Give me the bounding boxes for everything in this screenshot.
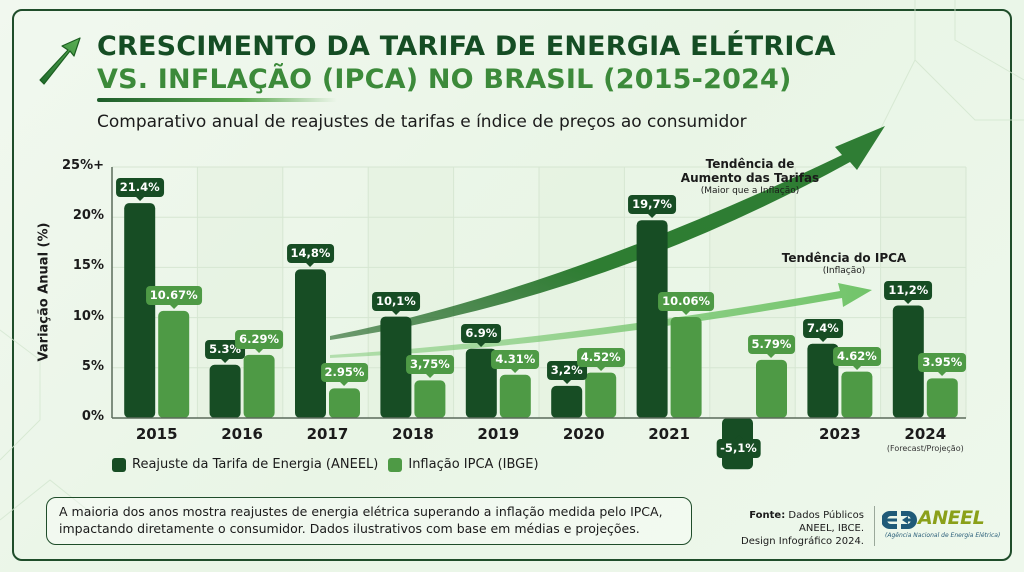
data-label-tariff: 6.9%	[461, 323, 502, 347]
data-label-ipca: 2.95%	[320, 363, 369, 387]
bar-tariff	[892, 305, 924, 418]
ipca-trend-title: Tendência do IPCA	[781, 251, 907, 265]
aneel-plug-icon	[882, 511, 917, 529]
legend-swatch-tariff	[112, 457, 126, 472]
x-tick-label: 2016	[221, 425, 263, 443]
legend-label-tariff: Reajuste da Tarifa de Energia (ANEEL)	[132, 457, 379, 472]
data-label-tariff: 3,2%	[546, 360, 587, 384]
y-tick-label: 15%	[72, 258, 104, 274]
x-tick-label: 2024	[904, 425, 947, 443]
x-tick-label: 2015	[135, 425, 178, 443]
y-tick-label: 20%	[72, 208, 104, 224]
data-label-ipca: 4.52%	[576, 347, 625, 371]
x-tick-label: 2023	[819, 425, 861, 443]
data-label-tariff: 5.3%	[205, 339, 246, 363]
bar-ipca	[243, 354, 275, 418]
title-line-2-text: VS. INFLAÇÃO (IPCA) NO BRASIL (2015-2024…	[97, 64, 792, 95]
tariff-trend-subtitle: (Maior que a Inflação)	[700, 186, 800, 196]
data-label-ipca: 3,75%	[405, 355, 454, 379]
bar-ipca	[329, 388, 360, 418]
y-tick-label: 25%+	[61, 158, 104, 173]
tariff-trend-title-1: Tendência de	[705, 157, 795, 171]
title-underline	[97, 98, 337, 102]
source-line-1: Dados Públicos	[788, 510, 864, 521]
bar-tariff	[295, 269, 326, 418]
tariff-trend-title-2: Aumento das Tarifas	[680, 171, 820, 185]
footnote-line-1: A maioria dos anos mostra reajustes de e…	[59, 504, 663, 519]
aneel-logo-name: ANEEL	[918, 507, 985, 529]
trend-up-arrow-icon	[39, 37, 81, 85]
x-tick-label: 2020	[562, 425, 605, 443]
legend-item-tariff: Reajuste da Tarifa de Energia (ANEEL)	[112, 457, 378, 472]
data-label-ipca: 3.95%	[918, 353, 967, 377]
source-credit: Fonte: Dados Públicos ANEEL, IBCE. Desig…	[741, 509, 864, 548]
bar-tariff	[551, 385, 583, 418]
footnote-line-2: impactando diretamente o consumidor. Dad…	[59, 521, 640, 536]
footer-divider	[874, 506, 875, 546]
tariff-trend-annotation: Tendência de Aumento das Tarifas (Maior …	[681, 157, 819, 197]
source-line-2: ANEEL, IBCE.	[799, 523, 864, 534]
data-label-ipca: 4.31%	[491, 349, 540, 373]
bar-ipca	[414, 380, 446, 418]
x-tick-label: 2021	[648, 425, 690, 443]
data-label-tariff: 11,2%	[884, 280, 933, 304]
bar-tariff	[380, 316, 412, 418]
bar-tariff	[124, 203, 156, 418]
data-label-ipca: 4.62%	[832, 346, 881, 370]
legend-item-ipca: Inflação IPCA (IBGE)	[388, 457, 539, 472]
x-tick-label: 2019	[477, 425, 520, 443]
source-line-3: Design Infográfico 2024.	[741, 536, 864, 547]
data-label-ipca: 5.79%	[747, 334, 796, 358]
source-label: Fonte:	[749, 510, 786, 521]
title-line-1: CRESCIMENTO DA TARIFA DE ENERGIA ELÉTRIC…	[97, 31, 836, 62]
data-label-tariff: 10,1%	[371, 291, 420, 315]
data-label-tariff: 7.4%	[802, 318, 843, 342]
page-subtitle: Comparativo anual de reajustes de tarifa…	[97, 112, 747, 132]
bar-ipca	[585, 372, 617, 418]
infographic-frame	[12, 9, 1012, 561]
page-title: CRESCIMENTO DA TARIFA DE ENERGIA ELÉTRIC…	[97, 30, 836, 96]
bar-tariff	[807, 343, 839, 418]
bar-ipca	[158, 310, 190, 418]
bar-ipca	[499, 374, 531, 418]
ipca-trend-subtitle: (Inflação)	[822, 266, 866, 276]
y-tick-label: 5%	[81, 358, 104, 374]
data-label-tariff: 19,7%	[628, 195, 677, 219]
x-tick-label: 2017	[306, 425, 349, 443]
bar-ipca	[841, 371, 873, 418]
data-label-tariff: 14,8%	[286, 244, 335, 268]
bar-ipca	[756, 359, 787, 418]
x-tick-note: (Forecast/Projeção)	[886, 444, 964, 453]
y-tick-label: 0%	[81, 409, 104, 424]
data-label-tariff: 21.4%	[115, 178, 164, 202]
bar-ipca	[670, 316, 702, 418]
x-tick-label: 2018	[392, 425, 434, 443]
data-label-tariff: -5,1%	[716, 435, 761, 458]
footnote-box: A maioria dos anos mostra reajustes de e…	[46, 497, 692, 545]
legend-swatch-ipca	[388, 457, 403, 472]
legend-label-ipca: Inflação IPCA (IBGE)	[408, 457, 539, 472]
aneel-logo-fullname: (Agência Nacional de Energia Elétrica)	[885, 532, 1001, 539]
bar-ipca	[926, 378, 958, 418]
bar-tariff	[636, 220, 668, 418]
data-label-ipca: 6.29%	[235, 329, 284, 353]
y-tick-label: 10%	[72, 308, 104, 324]
data-label-ipca: 10.06%	[658, 291, 715, 315]
chart-legend: Reajuste da Tarifa de Energia (ANEEL) In…	[112, 457, 539, 472]
bar-tariff	[209, 364, 241, 418]
ipca-trend-annotation: Tendência do IPCA (Inflação)	[782, 251, 906, 277]
data-label-ipca: 10.67%	[145, 285, 202, 309]
title-line-2: VS. INFLAÇÃO (IPCA) NO BRASIL (2015-2024…	[97, 63, 836, 96]
bar-tariff	[465, 348, 497, 418]
